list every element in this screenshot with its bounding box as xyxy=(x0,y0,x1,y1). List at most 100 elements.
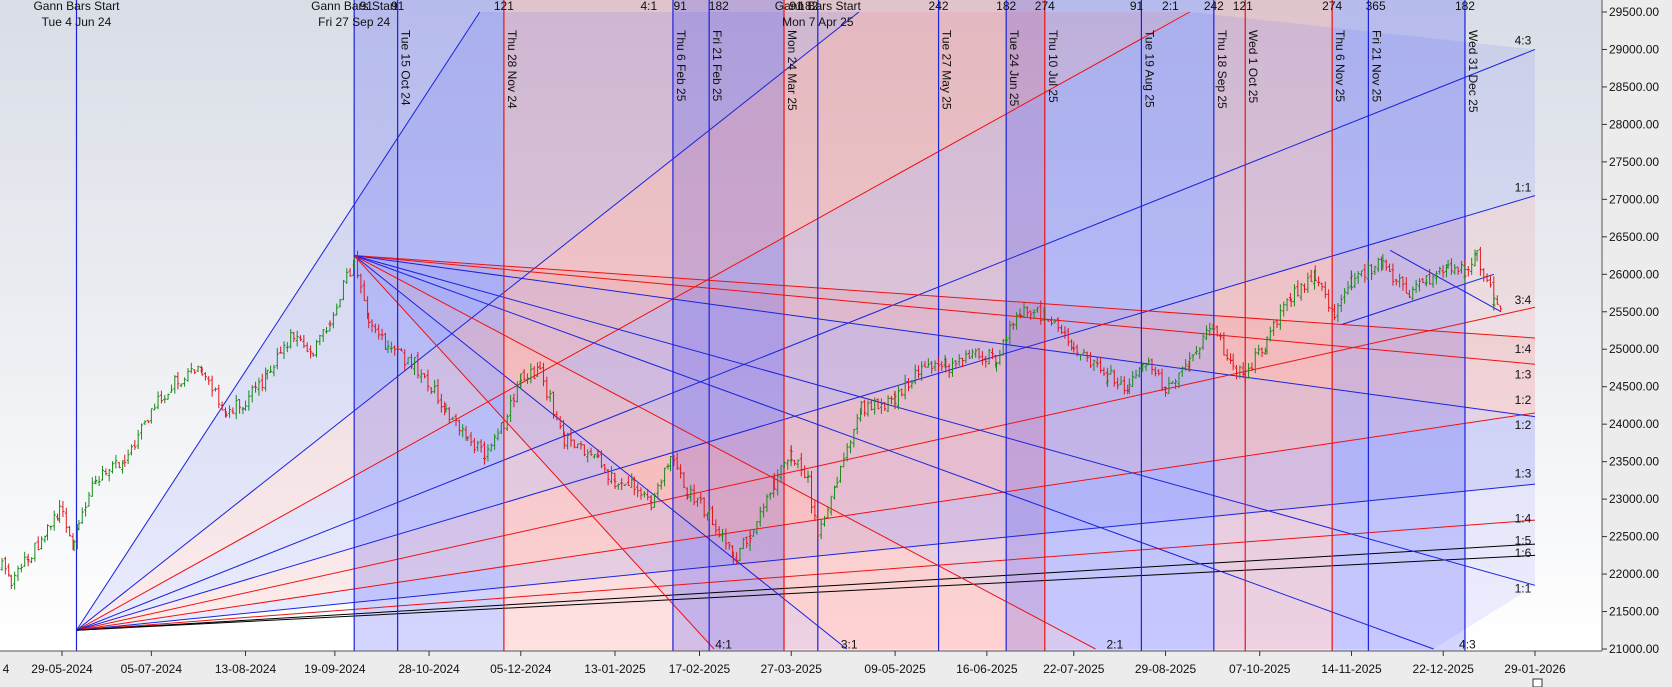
price-bar xyxy=(309,345,313,359)
y-tick-label: 24000.00 xyxy=(1609,417,1659,431)
price-bar xyxy=(954,360,958,369)
price-bar xyxy=(1147,357,1151,366)
fan-ratio-label: 1:3 xyxy=(1515,368,1532,382)
price-bar xyxy=(672,454,676,466)
price-bar xyxy=(393,345,397,356)
price-bar xyxy=(833,485,837,500)
price-bar xyxy=(977,348,981,360)
price-bar xyxy=(289,329,293,349)
price-bar xyxy=(1438,266,1442,275)
price-bar xyxy=(1112,369,1116,387)
price-bar xyxy=(1398,273,1402,288)
x-tick-label: 09-05-2025 xyxy=(864,662,926,676)
price-bar xyxy=(373,323,377,334)
cycle-count-label: 91 xyxy=(1130,0,1144,13)
price-bar xyxy=(738,547,742,562)
price-bar xyxy=(1201,334,1205,350)
price-bar xyxy=(810,470,814,514)
cycle-count-label: 91 xyxy=(789,0,803,13)
price-bar xyxy=(217,384,221,409)
y-tick-label: 23500.00 xyxy=(1609,455,1659,469)
y-tick-label: 26500.00 xyxy=(1609,230,1659,244)
price-bar xyxy=(656,482,660,500)
price-bar xyxy=(1208,322,1212,337)
price-bar xyxy=(1063,326,1067,339)
price-bar xyxy=(457,419,461,436)
price-bar xyxy=(1370,264,1374,281)
cycle-count-label: 91 xyxy=(391,0,405,13)
y-tick-label: 25000.00 xyxy=(1609,342,1659,356)
price-bar xyxy=(1102,367,1106,376)
price-bar xyxy=(1384,259,1388,271)
gann-fan-line xyxy=(76,543,1536,631)
price-bar xyxy=(1043,311,1047,320)
price-bar xyxy=(646,488,650,501)
price-bar xyxy=(793,459,797,466)
price-bar xyxy=(40,536,44,550)
price-bar xyxy=(873,397,877,415)
price-bar xyxy=(1078,353,1082,361)
x-tick-label: 29-08-2025 xyxy=(1135,662,1197,676)
price-bar xyxy=(129,444,133,456)
price-bar xyxy=(146,419,150,424)
price-bar xyxy=(1265,336,1269,355)
price-bar xyxy=(328,320,332,327)
fan-ratio-label: 4:1 xyxy=(715,638,732,652)
price-bar xyxy=(143,420,147,426)
price-bar xyxy=(613,475,617,490)
price-bar xyxy=(486,444,490,462)
price-bar xyxy=(111,461,115,474)
price-bar xyxy=(1066,327,1070,347)
price-bar xyxy=(1394,278,1398,286)
price-bar xyxy=(974,348,978,358)
gann-start-label: Gann Bars Start xyxy=(311,0,398,13)
price-bar xyxy=(782,461,786,468)
price-bar xyxy=(186,368,190,382)
price-bar xyxy=(1035,306,1039,313)
price-bar xyxy=(1401,276,1405,291)
price-bar xyxy=(1376,257,1380,273)
price-bar xyxy=(522,369,526,381)
fan-ratio-label: 1:4 xyxy=(1515,512,1532,526)
fan-ratio-label: 1:1 xyxy=(1515,180,1532,194)
price-bar xyxy=(176,371,180,390)
price-bar xyxy=(90,477,94,497)
time-line-label: Mon 24 Mar 25 xyxy=(785,30,799,111)
y-tick-label: 27500.00 xyxy=(1609,155,1659,169)
price-bar xyxy=(998,349,1002,366)
price-bar xyxy=(13,571,17,590)
price-bar xyxy=(536,362,540,377)
price-bar xyxy=(367,312,371,329)
price-bar xyxy=(295,330,299,347)
cycle-count-label: 242 xyxy=(929,0,949,13)
price-bar xyxy=(436,379,440,405)
x-tick-label: 4 xyxy=(3,662,10,676)
price-bar xyxy=(936,357,940,373)
price-bar xyxy=(984,355,988,368)
price-bar xyxy=(1381,253,1385,270)
price-bar xyxy=(1075,344,1079,357)
price-bar xyxy=(476,440,480,452)
scroll-handle[interactable] xyxy=(1532,678,1543,687)
price-bar xyxy=(282,341,286,360)
y-tick-label: 22000.00 xyxy=(1609,567,1659,581)
price-bar xyxy=(569,429,573,447)
price-bar xyxy=(1373,265,1377,275)
y-axis: 21000.00 21500.00 22000.00 22500.00 23000.00… xyxy=(1602,5,1659,656)
price-bar xyxy=(576,443,580,449)
fan-ratio-label: 1:6 xyxy=(1515,546,1532,560)
x-tick-label: 22-07-2025 xyxy=(1043,662,1105,676)
fan-ratio-label: 4:3 xyxy=(1515,33,1532,47)
price-bar xyxy=(1349,271,1353,291)
price-bar xyxy=(1404,276,1408,294)
x-tick-label: 16-06-2025 xyxy=(956,662,1018,676)
price-bar xyxy=(741,537,745,550)
trend-line xyxy=(1389,249,1502,313)
price-bar xyxy=(1157,369,1161,376)
price-bar xyxy=(1025,306,1029,317)
price-bar xyxy=(967,349,971,359)
price-bar xyxy=(940,361,944,372)
time-line-label: Thu 6 Nov 25 xyxy=(1333,30,1347,102)
price-bar xyxy=(735,552,739,565)
